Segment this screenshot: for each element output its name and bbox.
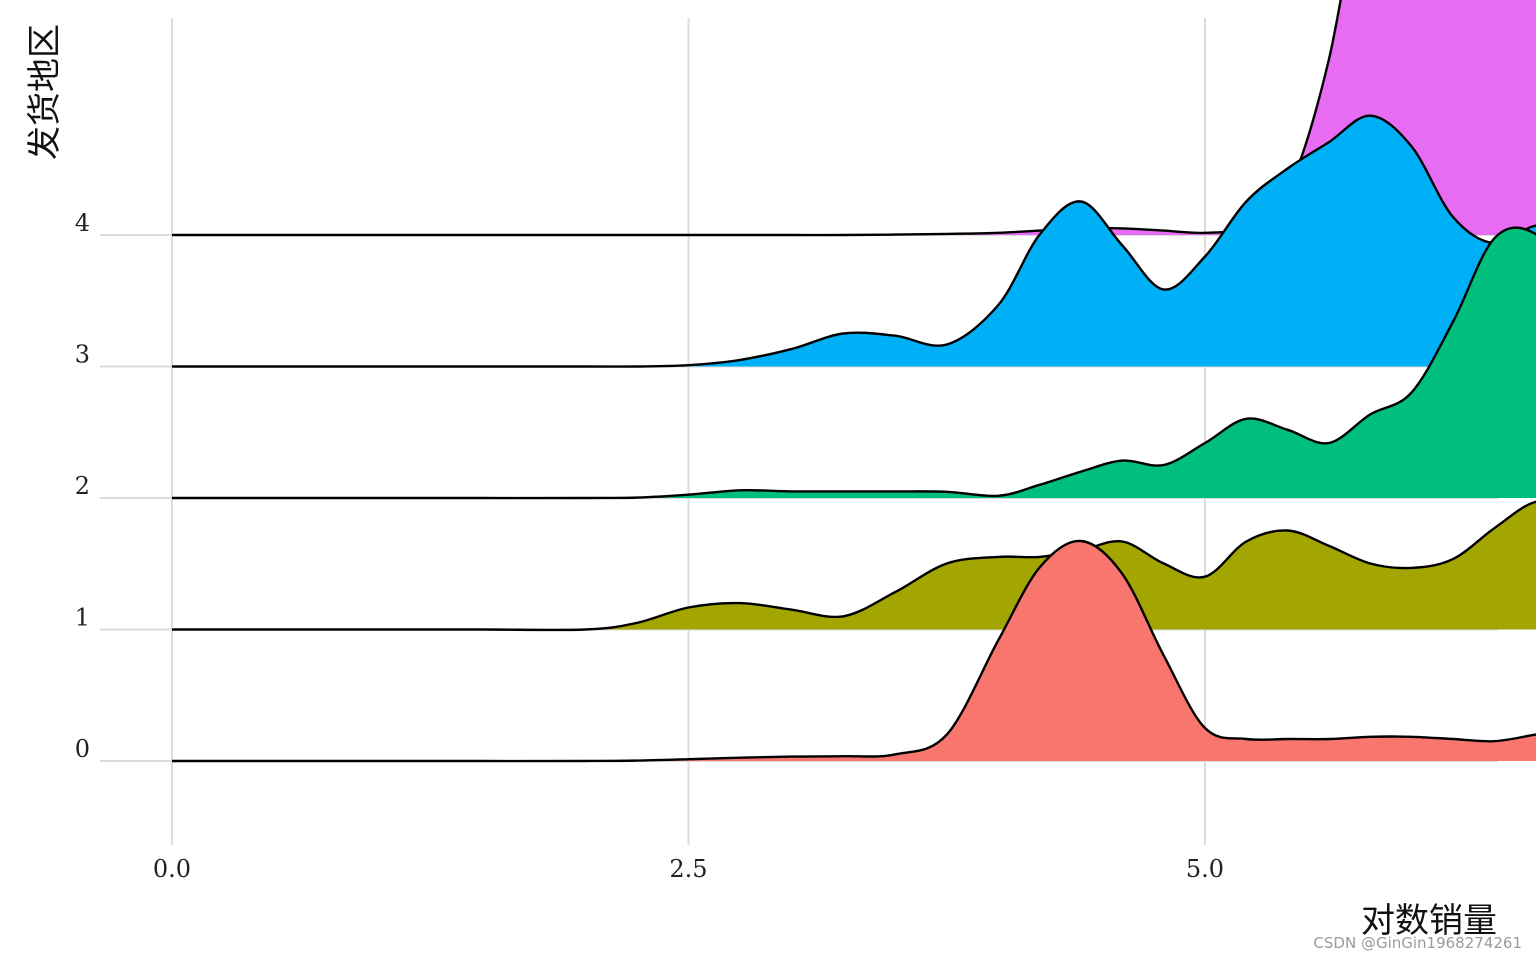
- ridge-3: [171, 114, 1536, 368]
- x-tick-label-1: 2.5: [669, 855, 707, 883]
- ridge-area-3: [172, 115, 1536, 367]
- ridge-area-2: [172, 227, 1536, 499]
- ridge-2: [172, 226, 1536, 500]
- ridge-outline-0: [172, 539, 1536, 763]
- y-tick-label-3: 3: [75, 341, 90, 369]
- ridge-area-1: [172, 501, 1536, 630]
- y-tick-label-1: 1: [75, 604, 90, 632]
- ridge-0: [172, 539, 1536, 763]
- y-tick-label-2: 2: [75, 472, 90, 500]
- ridge-outline-1: [171, 500, 1536, 632]
- x-tick-label-2: 5.0: [1186, 855, 1224, 883]
- ridge-1: [171, 500, 1536, 632]
- y-axis-title: 发货地区: [25, 24, 65, 160]
- y-tick-label-4: 4: [75, 209, 90, 237]
- x-axis-title: 对数销量: [1361, 901, 1497, 941]
- x-tick-label-0: 0.0: [153, 855, 191, 883]
- ridge-outline-3: [171, 114, 1536, 368]
- ridges: [171, 0, 1536, 763]
- watermark: CSDN @GinGin1968274261: [1313, 934, 1522, 952]
- ridge-outline-2: [172, 226, 1536, 500]
- ridge-outline-4: [172, 0, 1342, 237]
- tick-labels: 0.02.55.07.510.012.501234: [75, 209, 1224, 883]
- ridge-area-0: [172, 540, 1536, 762]
- y-tick-label-0: 0: [75, 735, 90, 763]
